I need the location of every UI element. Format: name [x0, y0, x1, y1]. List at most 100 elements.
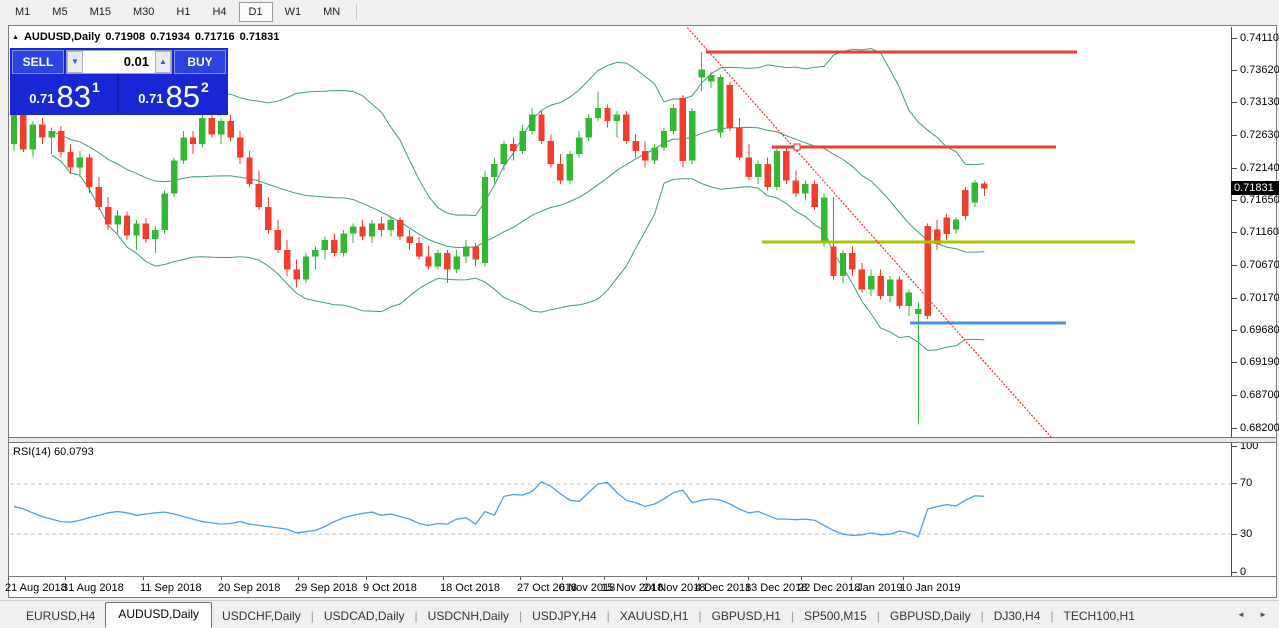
candle: [915, 309, 922, 314]
volume-decrease-button[interactable]: ▼: [67, 51, 83, 73]
candle: [924, 226, 931, 316]
volume-input[interactable]: 0.01: [83, 51, 155, 73]
drawn-lines[interactable]: [706, 50, 1135, 325]
buy-price[interactable]: 0.71 85 2: [121, 74, 226, 113]
candle: [434, 253, 442, 267]
tab-eurusd-h4[interactable]: EURUSD,H4: [26, 609, 96, 623]
sell-button[interactable]: SELL: [12, 50, 64, 74]
date-tick: [748, 577, 749, 580]
candle: [689, 111, 696, 161]
tab-dj30-h4[interactable]: DJ30,H4: [993, 609, 1041, 623]
candle: [406, 236, 413, 244]
price-axis-label: 0.72630: [1240, 129, 1279, 142]
tab-gbpusd-h1[interactable]: GBPUSD,H1: [711, 609, 781, 623]
tab-xauusd-h1[interactable]: XAUUSD,H1: [619, 609, 689, 623]
candle: [736, 127, 743, 158]
timeframe-H1[interactable]: H1: [176, 6, 191, 18]
date-tick: [604, 577, 605, 580]
price-axis-label: 0.68700: [1240, 388, 1279, 401]
rsi-line: [13, 481, 985, 538]
tab-audusd-daily[interactable]: AUDUSD,Daily: [105, 602, 213, 628]
tab-gbpusd-daily[interactable]: GBPUSD,Daily: [889, 609, 971, 623]
candle: [943, 217, 950, 234]
tab-usdjpy-h4[interactable]: USDJPY,H4: [532, 609, 597, 623]
price-axis-label: 0.71160: [1240, 226, 1279, 239]
candle: [425, 256, 432, 267]
candle: [566, 154, 573, 181]
timeframe-M1[interactable]: M1: [15, 6, 31, 18]
buy-button[interactable]: BUY: [174, 50, 226, 74]
candle: [632, 140, 639, 151]
date-axis-label: 22 Dec 2018: [798, 582, 861, 594]
tab-sp500-m15[interactable]: SP500,M15: [804, 609, 867, 623]
date-axis-label: 24 Nov 2018: [643, 582, 706, 594]
candle: [811, 183, 818, 207]
candle: [792, 180, 800, 194]
tab-scroll-arrows[interactable]: ◄ ►: [1236, 610, 1273, 619]
candle: [670, 107, 677, 131]
timeframe-W1[interactable]: W1: [284, 6, 302, 18]
rsi-axis-label: 30: [1240, 527, 1253, 540]
candle: [934, 229, 941, 244]
date-tick: [443, 577, 444, 580]
title-open: 0.71908: [105, 31, 146, 43]
chart-title: ▲ AUDUSD,Daily 0.71908 0.71934 0.71716 0…: [12, 31, 284, 43]
rsi-level-lines: [10, 483, 1231, 535]
candle: [142, 223, 150, 240]
date-tick: [851, 577, 852, 580]
sell-price[interactable]: 0.71 83 1: [12, 74, 119, 113]
timeframe-MN[interactable]: MN: [323, 6, 341, 18]
candle: [302, 256, 310, 280]
rsi-tick: [1231, 533, 1237, 535]
date-axis-label: 31 Aug 2018: [62, 582, 124, 594]
date-axis-label: 11 Sep 2018: [140, 582, 202, 594]
candle: [896, 279, 903, 306]
tab-separator: |: [876, 609, 880, 623]
tab-separator: |: [1050, 609, 1054, 623]
collapse-triangle-icon[interactable]: ▲: [12, 33, 19, 41]
tab-tech100-h1[interactable]: TECH100,H1: [1063, 609, 1135, 623]
price-axis-label: 0.71650: [1240, 193, 1279, 206]
candle: [604, 107, 611, 122]
candle: [660, 131, 668, 148]
candle: [105, 206, 112, 225]
tab-separator: |: [698, 609, 702, 623]
price-chart-canvas[interactable]: [10, 27, 1231, 437]
price-tick: [1231, 264, 1237, 266]
candle: [623, 114, 630, 141]
price-tick: [1231, 232, 1237, 234]
candle: [952, 219, 960, 230]
candle: [236, 137, 244, 158]
price-tick: [1231, 394, 1237, 396]
toolbar-separator: [356, 4, 358, 20]
sell-price-prefix: 0.71: [29, 91, 55, 106]
date-axis-label: 4 Dec 2018: [695, 582, 752, 594]
candle: [39, 124, 46, 138]
candle: [971, 182, 978, 203]
line-handle-marker[interactable]: [793, 143, 801, 151]
pane-splitter[interactable]: [9, 437, 1276, 443]
volume-increase-button[interactable]: ▲: [155, 51, 171, 73]
tab-usdchf-daily[interactable]: USDCHF,Daily: [222, 609, 301, 623]
descending-trendline[interactable]: [685, 27, 1052, 437]
timeframe-M30[interactable]: M30: [132, 6, 155, 18]
timeframe-M15[interactable]: M15: [89, 6, 111, 18]
candle: [981, 183, 988, 189]
timeframe-H4[interactable]: H4: [212, 6, 227, 18]
rsi-indicator-label: RSI(14) 60.0793: [13, 446, 94, 458]
timeframe-D1[interactable]: D1: [238, 2, 273, 22]
candle: [95, 187, 102, 207]
tab-usdcnh-daily[interactable]: USDCNH,Daily: [427, 609, 510, 623]
price-tick: [1231, 135, 1237, 137]
date-axis-label: 13 Dec 2018: [745, 582, 808, 594]
date-axis-label: 1 Jan 2019: [848, 582, 903, 594]
candle: [387, 220, 394, 230]
date-tick: [65, 577, 66, 580]
candle: [773, 150, 781, 188]
rsi-pane-border: [9, 576, 1276, 577]
rsi-chart-canvas[interactable]: [10, 443, 1231, 576]
candle: [293, 269, 300, 280]
timeframe-M5[interactable]: M5: [52, 6, 68, 18]
tab-usdcad-daily[interactable]: USDCAD,Daily: [323, 609, 405, 623]
rsi-axis-label: 70: [1240, 477, 1253, 490]
